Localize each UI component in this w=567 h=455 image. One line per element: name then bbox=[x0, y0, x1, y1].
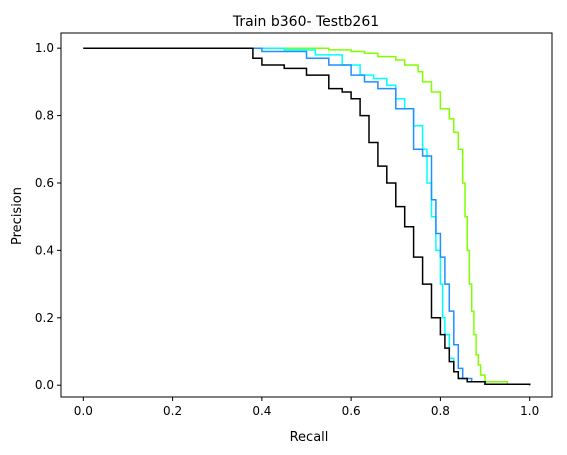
y-tick-label: 0.0 bbox=[35, 378, 54, 392]
series-line-4 bbox=[83, 47, 531, 386]
x-tick-label: 0.6 bbox=[342, 404, 361, 418]
x-axis-label: Recall bbox=[290, 430, 329, 445]
series-line-1 bbox=[83, 47, 531, 386]
series-layer bbox=[83, 47, 531, 386]
plot-frame bbox=[60, 32, 553, 398]
y-axis: 0.0 0.2 0.4 0.6 0.8 1.0 bbox=[35, 41, 61, 392]
y-tick-label: 0.6 bbox=[35, 176, 54, 190]
chart-title: Train b360- Testb261 bbox=[232, 14, 379, 30]
y-tick-label: 0.2 bbox=[35, 311, 54, 325]
series-line-2 bbox=[83, 47, 531, 386]
x-tick-label: 0.2 bbox=[163, 404, 182, 418]
y-tick-label: 0.8 bbox=[35, 109, 54, 123]
y-tick-label: 1.0 bbox=[35, 41, 54, 55]
x-tick-label: 1.0 bbox=[520, 404, 539, 418]
y-axis-label: Precision bbox=[10, 187, 25, 245]
x-tick-label: 0.0 bbox=[74, 404, 93, 418]
x-axis: 0.0 0.2 0.4 0.6 0.8 1.0 bbox=[74, 397, 539, 418]
y-tick-label: 0.4 bbox=[35, 243, 54, 257]
series-line-3 bbox=[83, 47, 531, 386]
x-tick-label: 0.8 bbox=[431, 404, 450, 418]
x-tick-label: 0.4 bbox=[252, 404, 271, 418]
